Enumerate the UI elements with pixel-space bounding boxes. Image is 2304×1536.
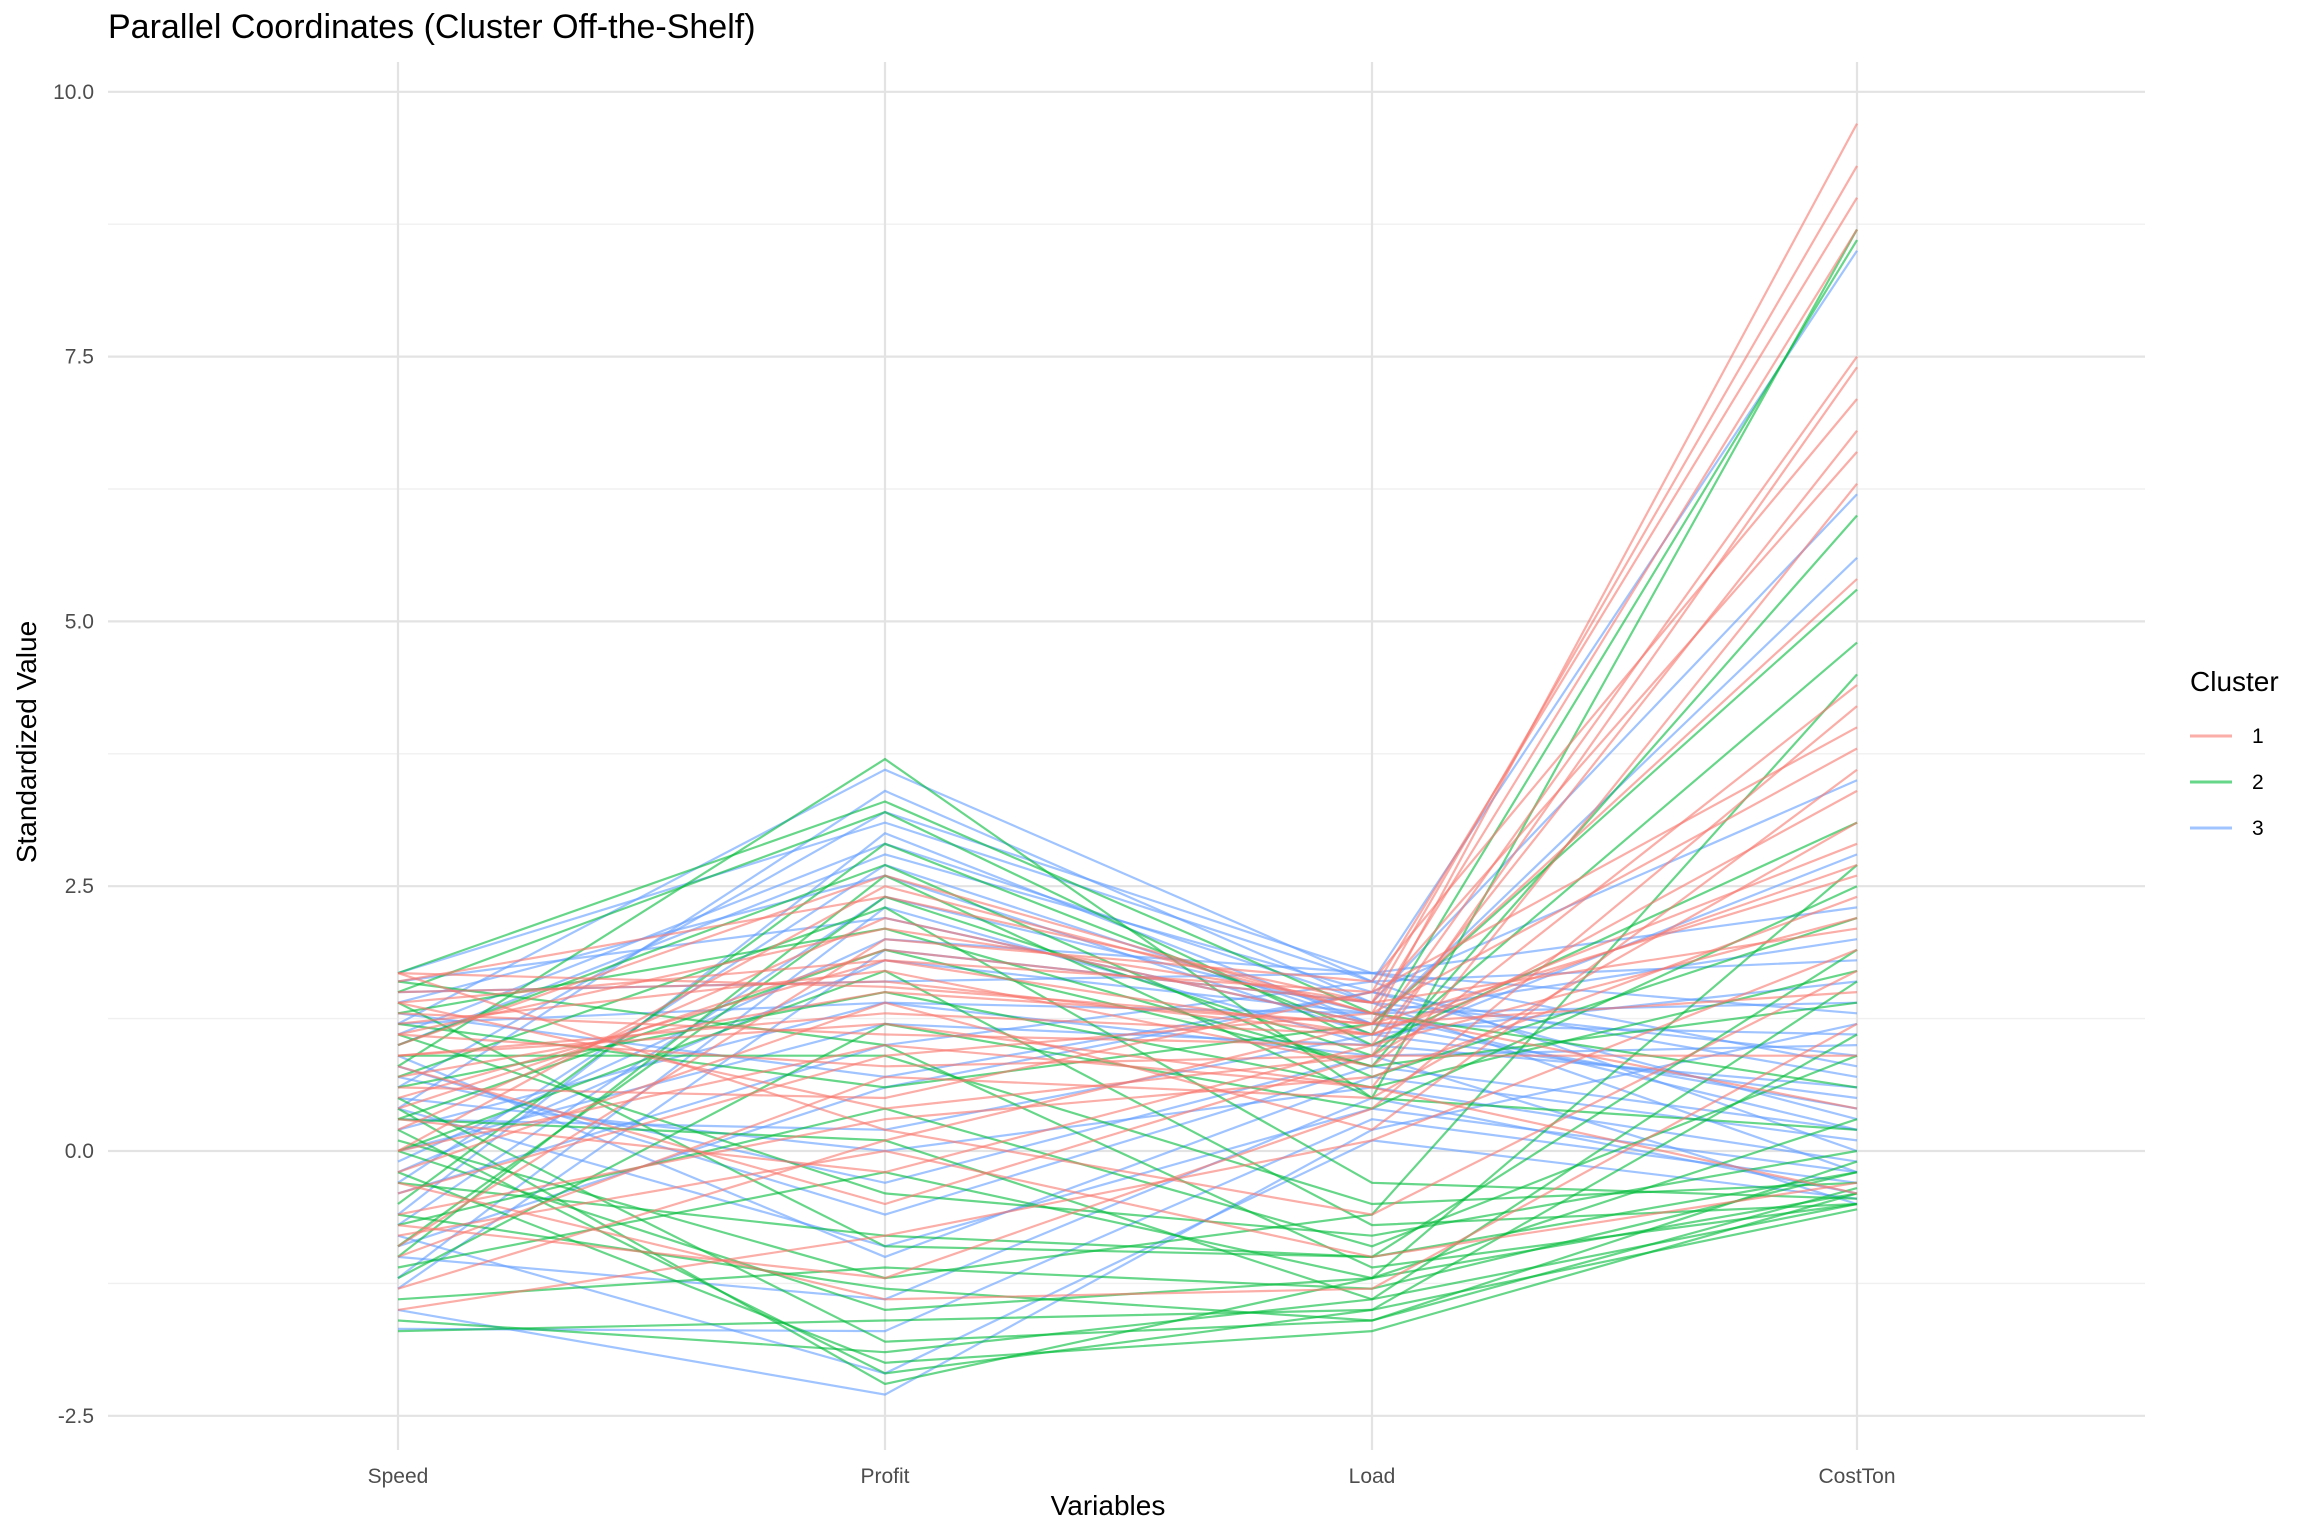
y-tick-label: 7.5 bbox=[65, 346, 94, 369]
x-tick-label: Profit bbox=[860, 1465, 909, 1488]
series-line-cluster-3 bbox=[397, 493, 1858, 1110]
y-tick-label: 10.0 bbox=[53, 81, 94, 104]
series-line-cluster-1 bbox=[397, 578, 1858, 1290]
grid-lines bbox=[108, 62, 2145, 1450]
x-tick-label: Speed bbox=[368, 1465, 429, 1488]
series-line-cluster-1 bbox=[397, 705, 1858, 1280]
x-axis-title: Variables bbox=[1051, 1490, 1166, 1521]
series-line-cluster-2 bbox=[397, 1171, 1858, 1301]
y-tick-label: 2.5 bbox=[65, 875, 94, 898]
x-axis-ticks: Speed Profit Load CostTon bbox=[368, 1465, 1896, 1488]
series-line-cluster-2 bbox=[397, 1208, 1858, 1333]
x-tick-label: CostTon bbox=[1818, 1465, 1895, 1488]
series-line-cluster-2 bbox=[397, 800, 1858, 1089]
y-axis-title: Standardized Value bbox=[11, 621, 42, 863]
series-line-cluster-3 bbox=[397, 1054, 1858, 1259]
y-tick-label: 0.0 bbox=[65, 1140, 94, 1163]
series-line-cluster-1 bbox=[397, 1033, 1857, 1068]
series-line-cluster-1 bbox=[397, 430, 1858, 1174]
series-line-cluster-3 bbox=[397, 1065, 1858, 1216]
series-line-cluster-1 bbox=[397, 948, 1858, 1311]
y-axis-ticks: -2.5 0.0 2.5 5.0 7.5 10.0 bbox=[53, 81, 94, 1428]
series-line-cluster-1 bbox=[397, 895, 1858, 1216]
series-line-cluster-1 bbox=[397, 1022, 1858, 1195]
series-line-cluster-1 bbox=[397, 885, 1858, 1152]
legend: Cluster 1 2 3 bbox=[2190, 666, 2279, 840]
legend-label-1: 1 bbox=[2252, 725, 2264, 748]
y-tick-label: 5.0 bbox=[65, 610, 94, 633]
series-line-cluster-3 bbox=[397, 1096, 1858, 1301]
legend-label-3: 3 bbox=[2252, 817, 2264, 840]
series-line-cluster-3 bbox=[397, 821, 1858, 983]
series-line-cluster-1 bbox=[397, 123, 1858, 1026]
series-line-cluster-1 bbox=[397, 1149, 1858, 1259]
series-line-cluster-2 bbox=[397, 1118, 1858, 1301]
series-line-cluster-2 bbox=[397, 239, 1858, 1205]
series-line-cluster-1 bbox=[397, 228, 1858, 1195]
x-tick-label: Load bbox=[1349, 1465, 1396, 1488]
legend-title: Cluster bbox=[2190, 666, 2279, 697]
series-line-cluster-1 bbox=[397, 451, 1858, 1004]
series-line-cluster-1 bbox=[397, 789, 1858, 1206]
series-line-cluster-1 bbox=[397, 726, 1858, 1100]
legend-label-2: 2 bbox=[2252, 771, 2264, 794]
series-line-cluster-2 bbox=[397, 1171, 1858, 1364]
series-line-cluster-1 bbox=[397, 355, 1858, 1057]
series-line-cluster-1 bbox=[397, 863, 1858, 1036]
series-line-cluster-2 bbox=[397, 948, 1858, 1259]
series-line-cluster-2 bbox=[397, 810, 1858, 1047]
series-line-cluster-3 bbox=[397, 1139, 1858, 1375]
series-line-cluster-1 bbox=[397, 927, 1858, 1110]
series-line-cluster-3 bbox=[397, 1022, 1858, 1396]
data-lines bbox=[397, 123, 1858, 1396]
series-line-cluster-1 bbox=[397, 916, 1858, 1047]
y-tick-label: -2.5 bbox=[58, 1405, 94, 1428]
series-line-cluster-1 bbox=[397, 990, 1858, 1078]
chart-title: Parallel Coordinates (Cluster Off-the-Sh… bbox=[108, 8, 756, 46]
series-line-cluster-2 bbox=[397, 874, 1858, 1258]
series-line-cluster-2 bbox=[397, 1171, 1858, 1280]
series-line-cluster-1 bbox=[397, 747, 1858, 1047]
series-line-cluster-1 bbox=[397, 1022, 1858, 1301]
series-line-cluster-1 bbox=[397, 684, 1858, 1068]
